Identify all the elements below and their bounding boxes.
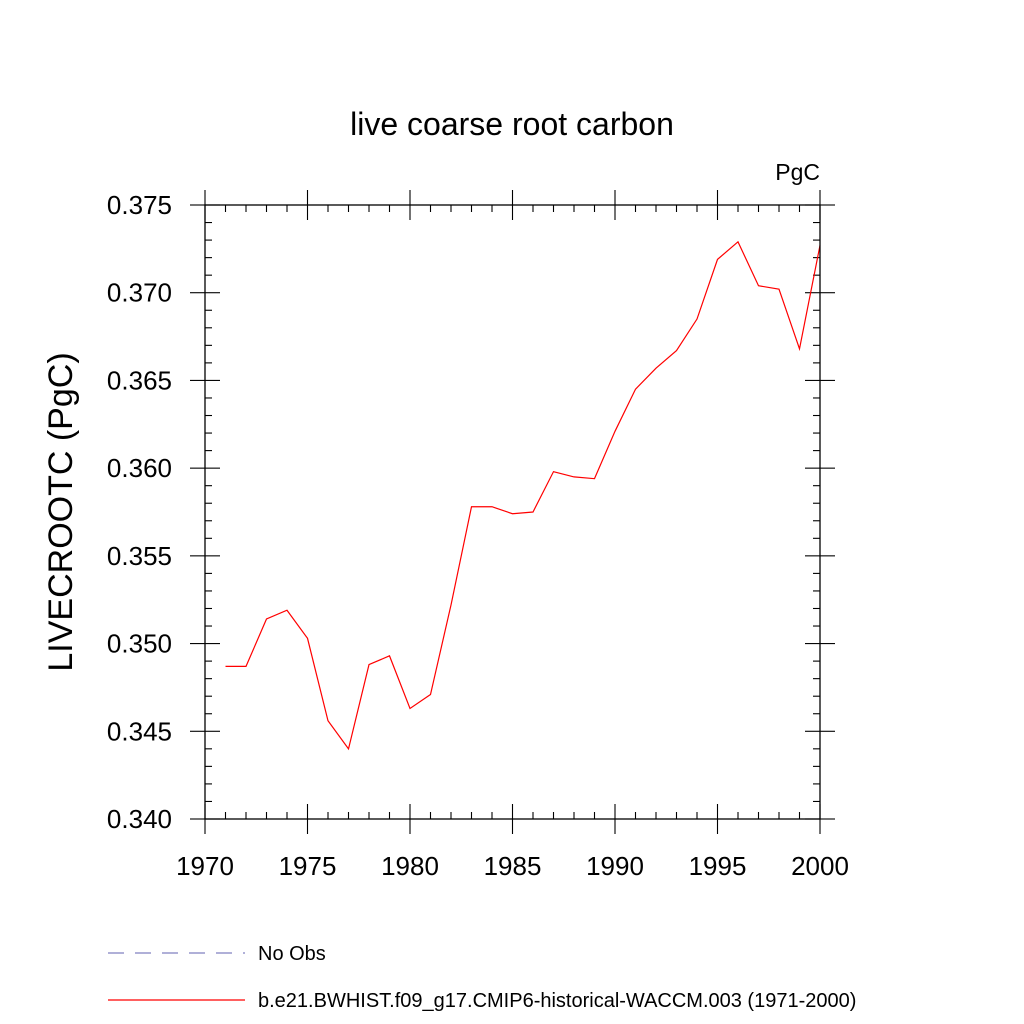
x-tick-label: 1970	[176, 851, 234, 881]
units-label: PgC	[775, 159, 820, 185]
y-tick-label: 0.375	[107, 190, 172, 220]
y-tick-label: 0.365	[107, 365, 172, 395]
chart-title: live coarse root carbon	[350, 106, 674, 142]
x-tick-label: 2000	[791, 851, 849, 881]
y-tick-label: 0.360	[107, 453, 172, 483]
y-tick-label: 0.370	[107, 278, 172, 308]
y-tick-label: 0.340	[107, 804, 172, 834]
x-tick-label: 1995	[689, 851, 747, 881]
x-tick-label: 1990	[586, 851, 644, 881]
legend: No Obs b.e21.BWHIST.f09_g17.CMIP6-histor…	[108, 943, 856, 1012]
y-tick-label: 0.345	[107, 716, 172, 746]
plot-frame	[204, 204, 821, 820]
x-tick-label: 1975	[279, 851, 337, 881]
series-line-model	[225, 240, 821, 751]
x-tick-label: 1985	[484, 851, 542, 881]
x-tick-label: 1980	[381, 851, 439, 881]
legend-label-model: b.e21.BWHIST.f09_g17.CMIP6-historical-WA…	[258, 990, 856, 1012]
series-layer	[225, 240, 821, 751]
y-axis-label: LIVECROOTC (PgC)	[42, 352, 80, 671]
tick-labels: 1970 1975 1980 1985 1990 1995 2000 0.340 0.345 0.…	[107, 190, 849, 881]
y-tick-label: 0.355	[107, 541, 172, 571]
axis-ticks	[190, 190, 835, 834]
legend-label-obs: No Obs	[258, 943, 326, 965]
y-tick-label: 0.350	[107, 629, 172, 659]
